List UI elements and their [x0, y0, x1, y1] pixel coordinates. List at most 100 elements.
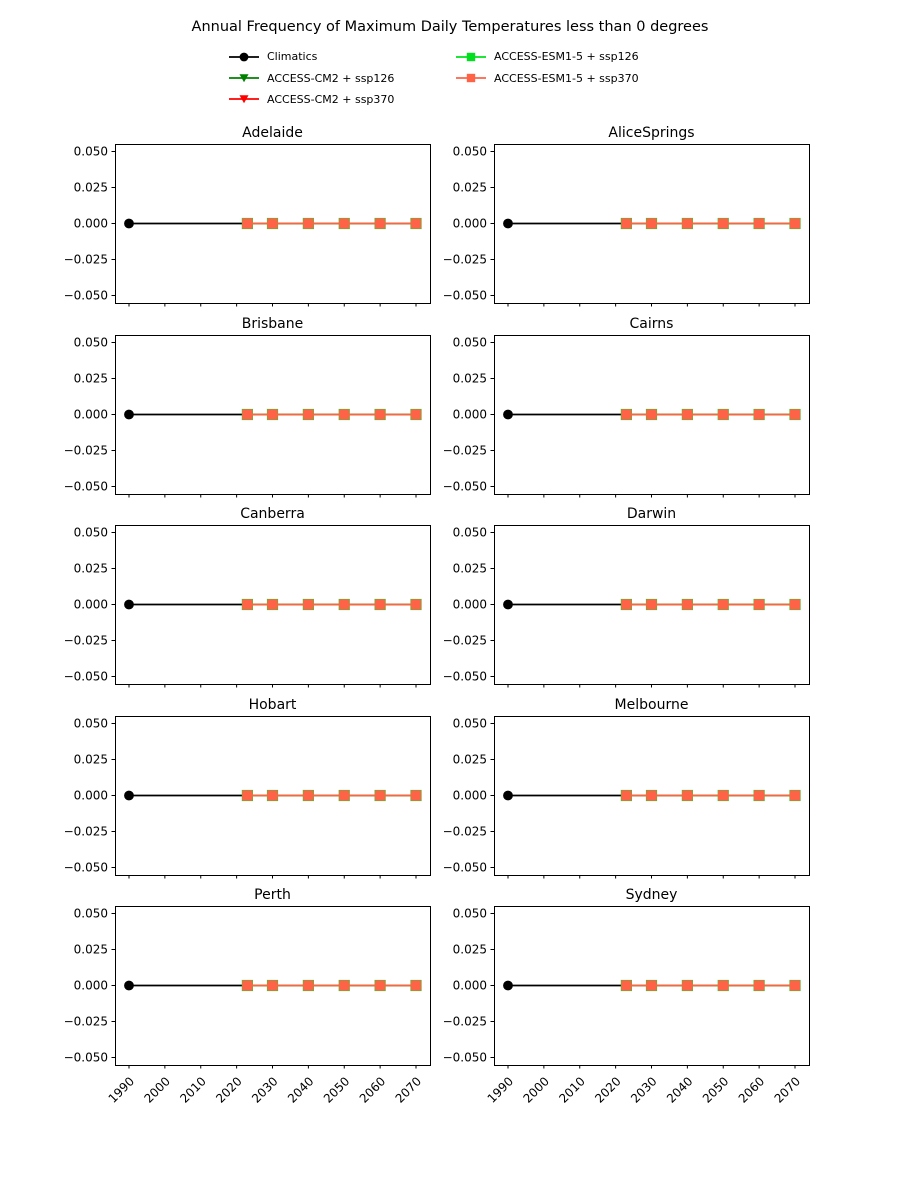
square-marker	[374, 408, 386, 420]
y-tick-label: −0.025	[64, 443, 108, 457]
subplot-cairns: Cairns 0.050 0.025 0.000 −0.025 −0.050	[443, 316, 810, 497]
x-tick-label: 2070	[772, 1074, 803, 1105]
legend-label: ACCESS-ESM1-5 + ssp370	[494, 71, 639, 85]
series-climatics	[503, 218, 632, 229]
square-marker	[303, 408, 314, 420]
subplot-perth: Perth 0.050 0.025 0.000 −0.025 −0.050 1990 2000…	[64, 887, 431, 1106]
subplot-title: Darwin	[627, 506, 676, 522]
circle-marker	[503, 218, 513, 229]
legend-item-access-esm1-5-ssp126: ACCESS-ESM1-5 + ssp126	[455, 46, 639, 67]
square-marker	[621, 599, 632, 610]
square-marker	[718, 218, 729, 229]
y-tick-label: −0.050	[443, 479, 487, 493]
square-marker	[621, 218, 632, 229]
y-tick-label: 0.025	[74, 943, 108, 957]
circle-marker	[503, 790, 513, 800]
subplot-melbourne: Melbourne 0.050 0.025 0.000 −0.025 −0.050	[443, 697, 810, 878]
square-marker	[621, 980, 632, 991]
square-marker	[303, 789, 314, 801]
x-tick-label: 2040	[285, 1074, 316, 1105]
square-marker	[374, 599, 386, 610]
series-climatics	[124, 599, 253, 610]
legend-item-access-cm2-ssp370: ACCESS-CM2 + ssp370	[228, 89, 394, 110]
y-tick-label: −0.025	[443, 634, 487, 648]
square-marker	[339, 408, 350, 420]
subplot-title: Brisbane	[242, 316, 304, 332]
y-tick-label: 0.000	[453, 788, 487, 802]
x-tick-label: 2010	[177, 1074, 208, 1105]
square-marker	[718, 599, 729, 610]
circle-marker	[503, 980, 513, 991]
square-marker	[303, 599, 314, 610]
triangle-down-marker-icon	[229, 95, 259, 104]
subplot-canberra: Canberra 0.050 0.025 0.000 −0.025 −0.050	[64, 506, 431, 688]
y-tick-label: −0.025	[443, 253, 487, 267]
y-tick-label: 0.025	[74, 562, 108, 576]
square-marker	[646, 599, 657, 610]
y-tick-label: −0.025	[64, 634, 108, 648]
y-tick-label: 0.050	[74, 716, 108, 730]
y-tick-label: 0.050	[453, 526, 487, 540]
y-tick-label: −0.050	[443, 860, 487, 874]
climatics-line-circle-icon	[229, 52, 259, 62]
subplot-darwin: Darwin 0.050 0.025 0.000 −0.025 −0.050	[443, 506, 810, 688]
y-tick-label: −0.050	[64, 289, 108, 303]
y-tick-label: −0.050	[443, 1051, 487, 1065]
square-marker	[339, 599, 350, 610]
y-tick-label: −0.025	[443, 1015, 487, 1029]
square-marker	[789, 218, 801, 229]
square-marker	[374, 218, 386, 229]
square-marker	[682, 408, 693, 420]
circle-marker	[503, 599, 513, 610]
y-tick-label: −0.050	[64, 479, 108, 493]
square-marker	[410, 980, 422, 991]
series-access-esm1-5-ssp370	[621, 218, 801, 229]
circle-marker	[124, 599, 134, 610]
legend-item-climatics: Climatics	[228, 46, 394, 67]
circle-marker	[124, 980, 134, 991]
series-climatics	[124, 790, 253, 800]
y-tick-label: 0.025	[453, 371, 487, 385]
square-marker	[303, 980, 314, 991]
y-tick-label: 0.025	[453, 181, 487, 195]
square-marker	[753, 789, 765, 801]
y-tick-label: 0.000	[453, 979, 487, 993]
square-marker	[374, 980, 386, 991]
series-access-esm1-5-ssp370	[242, 980, 422, 991]
subplot-title: Cairns	[630, 316, 674, 332]
y-tick-label: −0.025	[64, 253, 108, 267]
y-tick-label: 0.000	[74, 598, 108, 612]
y-tick-label: 0.025	[453, 943, 487, 957]
legend-label: Climatics	[267, 50, 318, 64]
y-tick-label: −0.025	[443, 824, 487, 838]
square-marker	[682, 599, 693, 610]
square-marker	[646, 408, 657, 420]
square-marker	[267, 599, 278, 610]
square-marker	[410, 789, 422, 801]
y-tick-label: 0.050	[74, 907, 108, 921]
subplot-alicesprings: AliceSprings 0.050 0.025 0.000 −0.025 −0.050	[443, 125, 810, 307]
square-marker	[242, 980, 253, 991]
square-marker	[267, 408, 278, 420]
square-marker	[621, 789, 632, 801]
square-marker	[789, 789, 801, 801]
square-marker	[410, 218, 422, 229]
square-marker	[242, 408, 253, 420]
y-tick-label: 0.000	[453, 598, 487, 612]
square-marker-icon	[456, 73, 486, 83]
subplot-title: Sydney	[626, 887, 678, 903]
circle-marker	[124, 409, 134, 419]
y-tick-label: 0.000	[453, 407, 487, 421]
square-marker	[339, 218, 350, 229]
y-tick-label: −0.050	[64, 670, 108, 684]
y-tick-label: 0.050	[453, 907, 487, 921]
square-marker	[646, 789, 657, 801]
square-marker	[267, 980, 278, 991]
circle-marker	[124, 790, 134, 800]
y-tick-label: 0.000	[74, 788, 108, 802]
square-marker	[718, 980, 729, 991]
subplot-title: Melbourne	[615, 697, 689, 713]
subplot-hobart: Hobart 0.050 0.025 0.000 −0.025 −0.050	[64, 697, 431, 878]
square-marker	[242, 789, 253, 801]
